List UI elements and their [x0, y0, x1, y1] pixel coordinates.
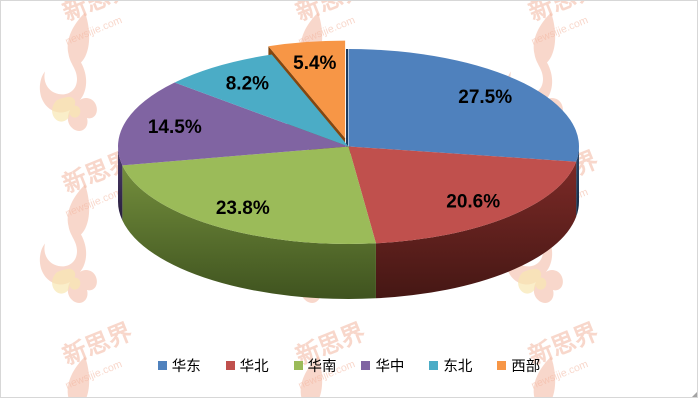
svg-text:8.2%: 8.2% — [226, 74, 269, 95]
svg-text:23.8%: 23.8% — [216, 198, 270, 219]
svg-text:5.4%: 5.4% — [293, 53, 336, 74]
svg-text:20.6%: 20.6% — [446, 191, 500, 212]
svg-text:14.5%: 14.5% — [148, 117, 202, 138]
svg-text:27.5%: 27.5% — [458, 87, 512, 108]
